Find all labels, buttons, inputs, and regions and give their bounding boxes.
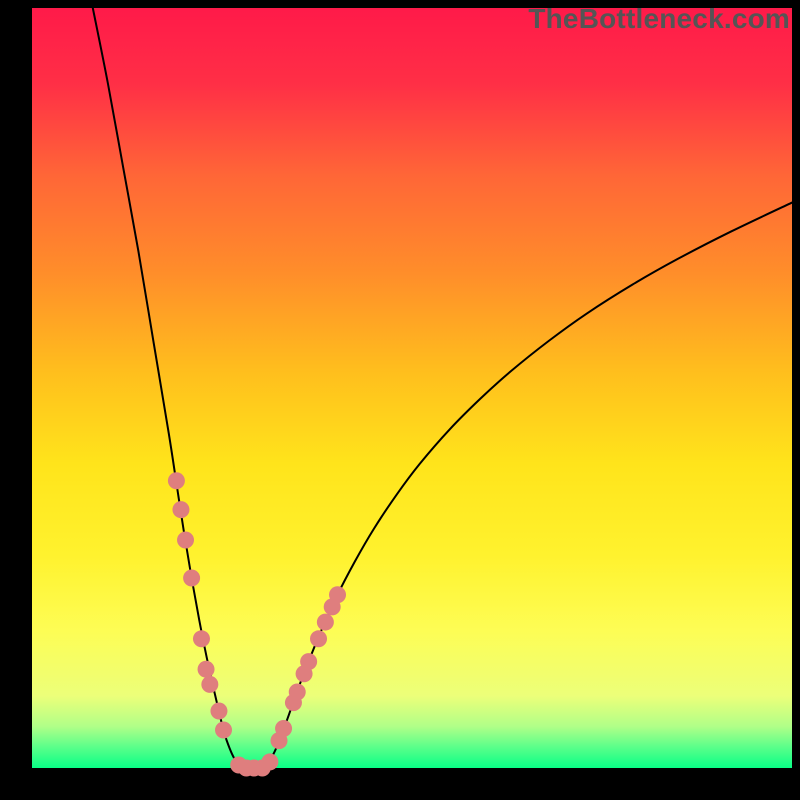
markers-bottom	[230, 753, 278, 776]
data-marker	[289, 684, 306, 701]
data-marker	[317, 614, 334, 631]
data-marker	[215, 722, 232, 739]
data-marker	[300, 653, 317, 670]
bottleneck-curve	[32, 8, 792, 768]
data-marker	[172, 501, 189, 518]
data-marker	[193, 630, 210, 647]
markers-left	[168, 472, 232, 738]
chart-canvas: TheBottleneck.com	[0, 0, 800, 800]
data-marker	[201, 676, 218, 693]
watermark-text: TheBottleneck.com	[528, 3, 790, 35]
data-marker	[329, 586, 346, 603]
markers-right	[271, 586, 347, 749]
curve-segment-right	[262, 203, 792, 768]
curve-segment-left	[93, 8, 245, 768]
data-marker	[261, 753, 278, 770]
data-marker	[183, 570, 200, 587]
data-marker	[198, 661, 215, 678]
plot-area	[32, 8, 792, 768]
data-marker	[177, 532, 194, 549]
data-marker	[275, 720, 292, 737]
data-marker	[210, 703, 227, 720]
data-marker	[310, 630, 327, 647]
data-marker	[168, 472, 185, 489]
